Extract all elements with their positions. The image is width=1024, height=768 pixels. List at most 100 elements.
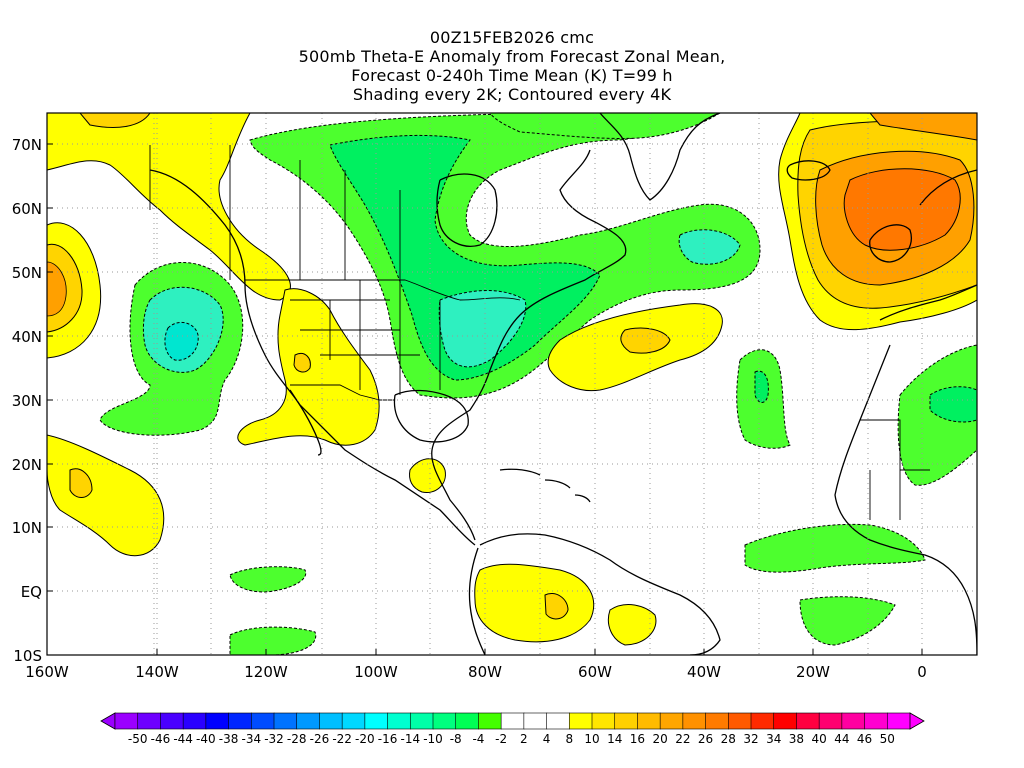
colorbar-label: 40: [811, 732, 826, 746]
colorbar-swatch: [250, 712, 275, 730]
colorbar-label: -20: [355, 732, 375, 746]
colorbar-label: -26: [310, 732, 330, 746]
borders: [149, 145, 930, 520]
colorbar-label: -4: [472, 732, 484, 746]
colorbar-swatch: [273, 712, 298, 730]
coastline-south-america-west: [468, 547, 486, 655]
lat-label-10n: 10N: [12, 519, 42, 537]
colorbar-swatch: [796, 712, 820, 730]
colorbar-swatch: [841, 712, 866, 730]
latitude-labels: 70N 60N 50N 40N 30N 20N 10N EQ 10S: [12, 136, 42, 665]
colorbar-label: -44: [173, 732, 193, 746]
lon-label-80w: 80W: [468, 663, 502, 681]
colorbar-label: 32: [743, 732, 758, 746]
border-africa: [860, 419, 930, 520]
colorbar-label: 2: [520, 732, 528, 746]
anomaly-region-na-trough-max: [438, 290, 527, 368]
lon-label-140w: 140W: [135, 663, 179, 681]
colorbar-swatch: [160, 712, 184, 730]
colorbar-label: -46: [151, 732, 171, 746]
coastline-scandinavia: [919, 169, 977, 206]
colorbar-swatch: [773, 712, 798, 730]
colorbar: -50 -46 -44 -40 -38 -34 -32 -28 -26 -22 -20 -16 -14-…: [100, 712, 925, 746]
border-us-mexico: [290, 384, 395, 401]
colorbar-label: 28: [721, 732, 736, 746]
lat-label-eq: EQ: [21, 583, 42, 601]
colorbar-swatch: [727, 712, 752, 730]
colorbar-swatch: [546, 712, 570, 730]
colorbar-swatch: [455, 712, 480, 730]
colorbar-label: 22: [675, 732, 690, 746]
colorbar-swatch: [659, 712, 684, 730]
coastline-south-america: [479, 533, 721, 655]
colorbar-label: 46: [857, 732, 872, 746]
title-line-4: Shading every 2K; Contoured every 4K: [352, 85, 672, 104]
colorbar-swatch: [319, 712, 343, 730]
colorbar-label: 44: [834, 732, 849, 746]
lat-label-50n: 50N: [12, 264, 42, 282]
colorbar-label: -50: [128, 732, 148, 746]
colorbar-label: -22: [332, 732, 352, 746]
lat-label-70n: 70N: [12, 136, 42, 154]
lat-label-60n: 60N: [12, 200, 42, 218]
lat-label-10s: 10S: [13, 647, 42, 665]
border-canada-provinces: [229, 145, 401, 280]
coastline-iceland: [786, 160, 831, 181]
title-line-3: Forecast 0-240h Time Mean (K) T=99 h: [351, 66, 673, 85]
colorbar-swatch: [614, 712, 639, 730]
lon-label-20w: 20W: [796, 663, 830, 681]
border-us-canada: [245, 279, 521, 301]
colorbar-label: 4: [543, 732, 551, 746]
anomaly-region-alaska-inner: [79, 113, 151, 128]
colorbar-swatch: [705, 712, 729, 730]
title-line-2: 500mb Theta-E Anomaly from Forecast Zona…: [298, 47, 726, 66]
lon-label-100w: 100W: [354, 663, 398, 681]
anomaly-region-greenland: [489, 113, 721, 139]
colorbar-label: -28: [287, 732, 307, 746]
colorbar-swatch: [864, 712, 888, 730]
anomaly-region-na-trough-core: [329, 134, 601, 381]
anomaly-region-europe-ridge-max: [843, 168, 961, 251]
colorbar-label: 8: [565, 732, 573, 746]
plot-frame: [46, 112, 978, 656]
colorbar-label: -38: [219, 732, 239, 746]
anomaly-region-western-us-core: [293, 353, 311, 373]
colorbar-swatch: [205, 712, 230, 730]
colorbar-swatch: [364, 712, 389, 730]
colorbar-swatch: [478, 712, 502, 730]
lon-label-40w: 40W: [687, 663, 721, 681]
coastline-baja: [289, 389, 322, 456]
colorbar-swatch: [432, 712, 457, 730]
coastline-british-isles: [869, 224, 912, 263]
anomaly-region-tropical-pacific-2: [229, 626, 317, 655]
colorbar-swatch: [500, 712, 525, 730]
anomaly-region-central-america: [409, 458, 446, 494]
colorbar-label: -2: [495, 732, 507, 746]
colorbar-arrow-right: [909, 712, 925, 730]
anomaly-region-alaska: [47, 113, 291, 301]
colorbar-label: -10: [423, 732, 443, 746]
colorbar-swatch: [818, 712, 843, 730]
lat-label-40n: 40N: [12, 328, 42, 346]
gridlines: [47, 113, 977, 655]
coastline-greenland: [599, 113, 721, 201]
colorbar-label: -40: [196, 732, 216, 746]
colorbar-swatch: [750, 712, 775, 730]
tick-marks: [46, 143, 923, 655]
colorbar-swatch: [182, 712, 207, 730]
colorbar-swatch: [228, 712, 252, 730]
colorbar-swatch: [296, 712, 321, 730]
colorbar-swatch: [591, 712, 616, 730]
anomaly-region-sw-pacific: [47, 434, 165, 557]
colorbar-label: 38: [789, 732, 804, 746]
colorbar-swatch: [523, 712, 548, 730]
colorbar-swatch: [682, 712, 707, 730]
anomaly-region-tropical-pacific: [229, 566, 307, 593]
colorbar-label: -16: [378, 732, 398, 746]
anomaly-region-atlantic-ridge-core: [620, 327, 671, 354]
coastline-iberia-europe: [879, 284, 977, 321]
colorbar-label: 50: [880, 732, 895, 746]
colorbar-label: -14: [400, 732, 420, 746]
lat-label-30n: 30N: [12, 392, 42, 410]
colorbar-label: 16: [630, 732, 645, 746]
